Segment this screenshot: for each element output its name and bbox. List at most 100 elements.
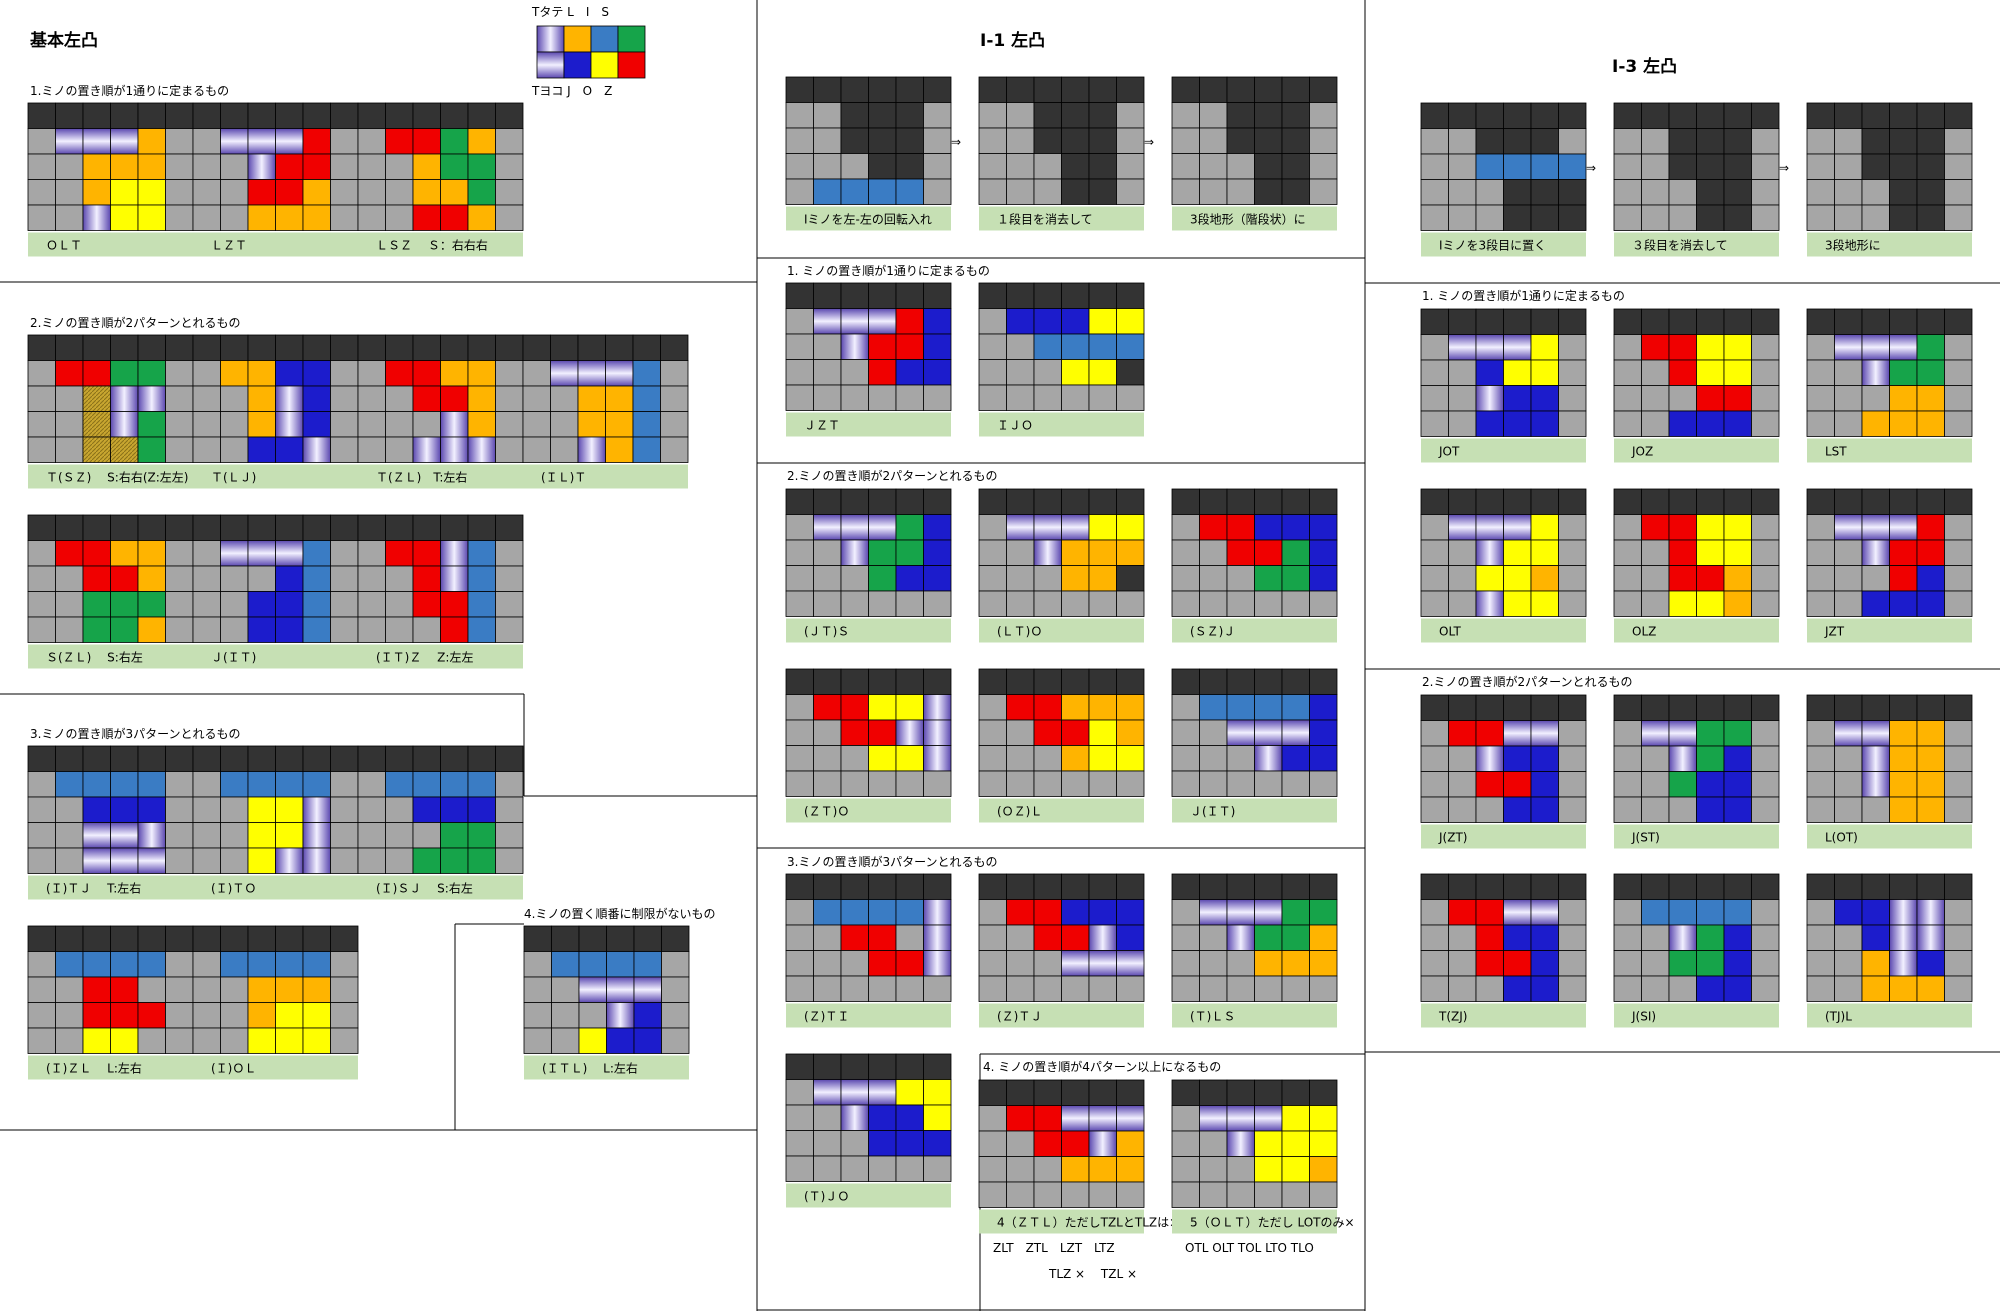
board-caption: Ｓ(ＺＬ) S:右左	[46, 650, 143, 665]
board-cell	[192, 847, 221, 874]
board-caption: T(ZJ)	[1438, 1010, 1467, 1024]
board-cell	[110, 822, 139, 849]
board-cell	[1944, 308, 1973, 335]
board-cell	[895, 1053, 924, 1080]
board-cell	[1668, 539, 1697, 566]
board-cell	[1061, 694, 1090, 721]
board-cell	[1033, 102, 1062, 129]
board-cell	[1889, 128, 1918, 155]
board-cell	[357, 847, 386, 874]
board-cell	[1834, 590, 1863, 617]
board-cell	[1281, 668, 1310, 695]
board-cell	[1889, 899, 1918, 926]
board-cell	[1861, 950, 1890, 977]
board-cell	[1448, 796, 1477, 823]
board-cell	[1448, 590, 1477, 617]
board-cell	[840, 178, 869, 205]
board-cell	[1641, 204, 1670, 231]
board-cell	[1696, 796, 1725, 823]
board-cell	[412, 540, 441, 567]
board-cell	[1723, 565, 1752, 592]
board-cell	[1475, 924, 1504, 951]
board-cell	[1006, 694, 1035, 721]
board-cell	[1199, 76, 1228, 103]
board-cell	[550, 360, 579, 387]
board-cell	[813, 1104, 842, 1131]
board-cell	[82, 976, 111, 1003]
board-cell	[467, 153, 496, 180]
board-cell	[895, 514, 924, 541]
board-cell	[55, 771, 84, 798]
board-cell	[895, 873, 924, 900]
board-cell	[895, 770, 924, 797]
board-cell	[1558, 899, 1587, 926]
board-cell	[1861, 385, 1890, 412]
board-cell	[247, 436, 276, 463]
board-cell	[1226, 565, 1255, 592]
board-cell	[1751, 385, 1780, 412]
board-cell	[1281, 590, 1310, 617]
board-cell	[1088, 565, 1117, 592]
board-cell	[978, 694, 1007, 721]
board-cell	[1944, 204, 1973, 231]
board-cell	[220, 951, 249, 978]
board-cell	[785, 745, 814, 772]
board-cell	[137, 565, 166, 592]
board-cell	[1226, 488, 1255, 515]
board-cell	[1033, 565, 1062, 592]
board-cell	[1723, 359, 1752, 386]
board-cell	[813, 873, 842, 900]
board-cell	[1806, 694, 1835, 721]
board-cell	[385, 771, 414, 798]
board-cell	[1171, 924, 1200, 951]
board-cell	[785, 590, 814, 617]
board-cell	[1668, 334, 1697, 361]
board-cell	[137, 951, 166, 978]
board-cell	[330, 514, 359, 541]
board-cell	[923, 770, 952, 797]
board-cell	[785, 975, 814, 1002]
board-cell	[785, 565, 814, 592]
board-cell	[978, 719, 1007, 746]
board-cell	[440, 565, 469, 592]
board-cell	[27, 153, 56, 180]
board-cell	[1171, 76, 1200, 103]
board-cell	[495, 128, 524, 155]
caption-bar	[193, 875, 358, 900]
board-caption: Iミノを左-左の回転入れ	[804, 212, 932, 227]
board-cell	[813, 76, 842, 103]
board-cell	[1475, 128, 1504, 155]
board-cell	[813, 514, 842, 541]
board-cell	[247, 334, 276, 361]
caption-bar	[358, 464, 523, 489]
board-cell	[660, 334, 689, 361]
board-cell	[895, 384, 924, 411]
board-cell	[1889, 153, 1918, 180]
tetris-board: 5（ＯＬＴ）ただし LOTのみ×	[1171, 1079, 1355, 1234]
board-cell	[1254, 1105, 1283, 1132]
board-cell	[551, 925, 580, 952]
board-cell	[840, 539, 869, 566]
board-caption: JOT	[1438, 445, 1460, 459]
board-cell	[1503, 410, 1532, 437]
board-cell	[1641, 334, 1670, 361]
board-cell	[467, 204, 496, 231]
board-cell	[1199, 668, 1228, 695]
board-cell	[220, 796, 249, 823]
board-cell	[55, 360, 84, 387]
board-cell	[1503, 204, 1532, 231]
board-cell	[1723, 179, 1752, 206]
board-cell	[1199, 153, 1228, 180]
board-cell	[978, 1156, 1007, 1183]
board-cell	[1309, 899, 1338, 926]
board-caption: Ｔ(ＬＪ)	[211, 471, 256, 485]
board-cell	[302, 204, 331, 231]
board-cell	[110, 796, 139, 823]
caption-bar	[193, 644, 358, 669]
board-cell	[55, 951, 84, 978]
board-cell	[27, 616, 56, 643]
board-cell	[1834, 410, 1863, 437]
board-cell	[495, 847, 524, 874]
board-cell	[82, 847, 111, 874]
